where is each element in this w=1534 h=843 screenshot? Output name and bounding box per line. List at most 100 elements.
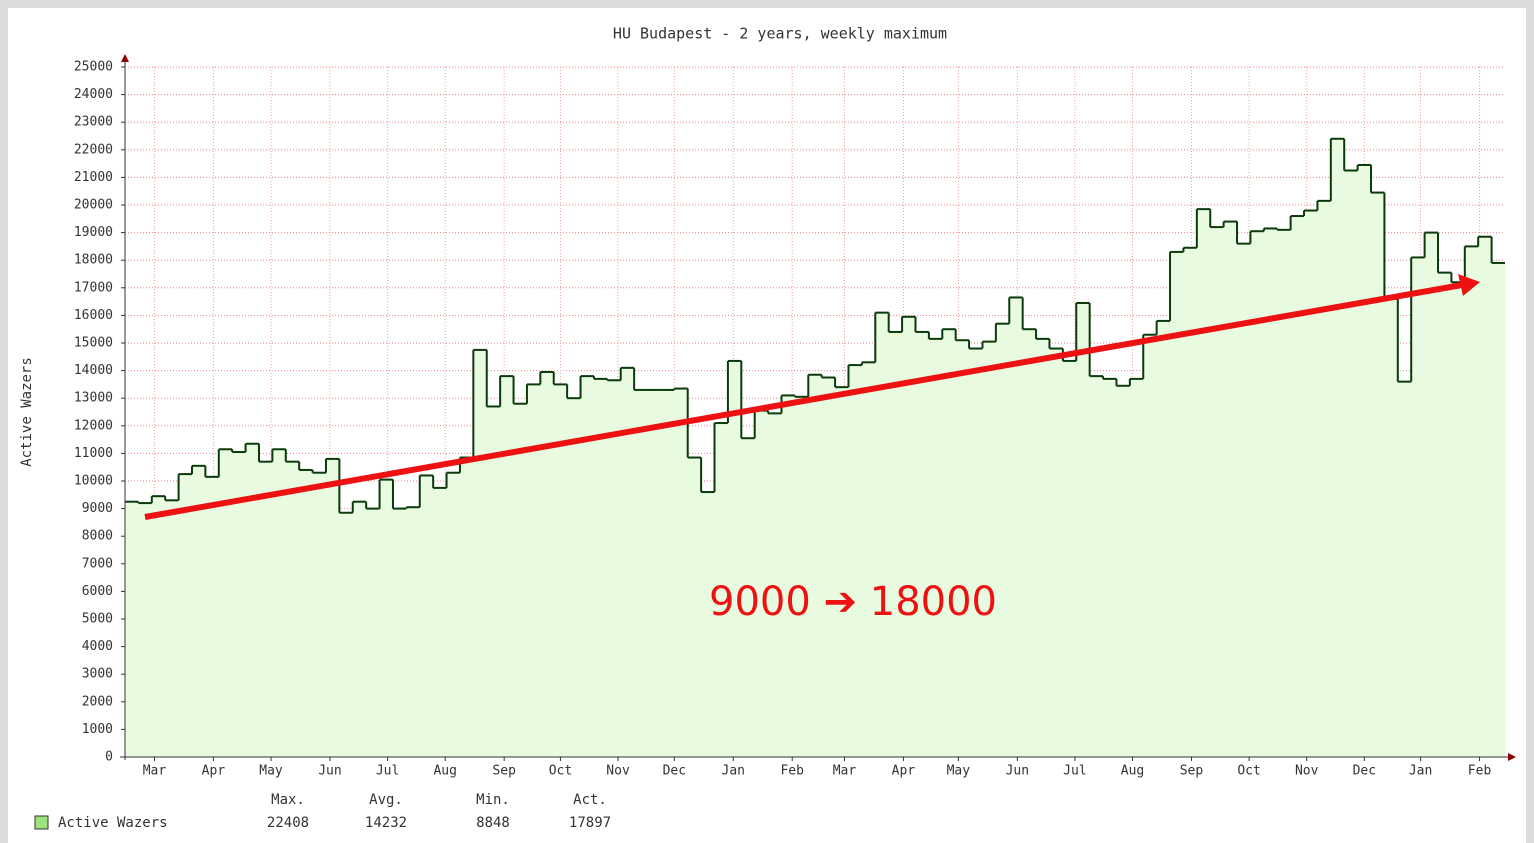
- area-step: [178, 474, 193, 757]
- area-step: [835, 387, 849, 757]
- y-tick-label: 7000: [82, 556, 113, 571]
- area-step: [1397, 381, 1412, 757]
- area-step: [701, 492, 716, 757]
- y-tick-label: 22000: [74, 142, 113, 157]
- area-step: [768, 413, 783, 757]
- y-tick-label: 6000: [82, 584, 113, 599]
- area-step: [433, 487, 448, 757]
- area-step: [205, 476, 220, 757]
- area-step: [1384, 298, 1399, 757]
- area-step: [272, 449, 287, 757]
- stat-value: 8848: [476, 815, 510, 831]
- x-tick-label: Nov: [1295, 764, 1319, 779]
- area-step: [674, 388, 689, 757]
- area-step: [1009, 297, 1024, 757]
- area-step: [191, 465, 206, 757]
- area-step: [1076, 302, 1091, 757]
- area-step: [218, 449, 233, 757]
- y-tick-label: 21000: [74, 170, 113, 185]
- area-step: [848, 365, 863, 757]
- y-tick-label: 9000: [82, 501, 113, 516]
- area-step: [647, 389, 662, 757]
- y-tick-label: 16000: [74, 308, 113, 323]
- x-tick-label: May: [259, 764, 283, 779]
- area-step: [1183, 247, 1198, 757]
- area-step: [339, 512, 354, 757]
- y-tick-label: 12000: [74, 418, 113, 433]
- y-tick-label: 24000: [74, 87, 113, 102]
- y-axis-label: Active Wazers: [19, 357, 35, 467]
- area-step: [1062, 360, 1077, 757]
- area-step: [1317, 200, 1332, 758]
- x-tick-label: Mar: [833, 764, 857, 779]
- y-tick-label: 13000: [74, 391, 113, 406]
- area-step: [902, 316, 916, 757]
- y-tick-label: 11000: [74, 446, 113, 461]
- area-step: [928, 338, 943, 757]
- area-step: [138, 503, 153, 757]
- area-step: [1196, 209, 1211, 757]
- area-step: [1330, 138, 1345, 757]
- area-step: [1371, 192, 1385, 757]
- area-step: [553, 384, 568, 757]
- x-tick-label: Jan: [1409, 764, 1432, 779]
- x-tick-label: Aug: [433, 764, 456, 779]
- area-step: [781, 395, 796, 757]
- area-step: [1143, 334, 1158, 757]
- area-step: [540, 371, 555, 757]
- area-step: [125, 501, 139, 757]
- area-step: [754, 410, 769, 757]
- area-step: [379, 479, 394, 757]
- area-step: [459, 457, 474, 757]
- area-step: [660, 389, 675, 757]
- area-step: [727, 360, 742, 757]
- trend-arrow-head: [1458, 274, 1480, 296]
- area-step: [1464, 246, 1479, 757]
- stat-value: 17897: [569, 815, 611, 831]
- x-tick-label: Feb: [1468, 764, 1492, 779]
- area-step: [1223, 221, 1238, 757]
- area-step: [1250, 231, 1265, 758]
- area-step: [1263, 228, 1278, 757]
- y-tick-label: 15000: [74, 336, 113, 351]
- area-step: [969, 348, 983, 757]
- area-step: [232, 452, 247, 757]
- y-tick-label: 8000: [82, 529, 113, 544]
- area-step: [473, 349, 488, 757]
- area-step: [245, 443, 260, 757]
- area-step: [1411, 257, 1426, 757]
- y-tick-label: 14000: [74, 363, 113, 378]
- x-tick-label: May: [947, 764, 971, 779]
- x-tick-label: Dec: [1353, 764, 1376, 779]
- y-tick-label: 23000: [74, 115, 113, 130]
- area-step: [1103, 378, 1117, 757]
- x-tick-label: Nov: [606, 764, 630, 779]
- y-tick-label: 19000: [74, 225, 113, 240]
- x-tick-label: Apr: [202, 764, 226, 779]
- area-step: [299, 469, 314, 757]
- area-step: [352, 501, 367, 757]
- legend-label: Active Wazers: [58, 815, 168, 831]
- area-step: [1156, 320, 1171, 757]
- labels: 0 1000 2000 3000 4000 5000 6000 7000 8000 9000 100…: [74, 60, 1492, 779]
- stat-header: Act.: [573, 792, 607, 808]
- area-step: [446, 472, 461, 757]
- area-step: [1022, 329, 1037, 757]
- area-step: [285, 461, 300, 757]
- area-step: [1357, 164, 1372, 758]
- area-step: [1277, 229, 1292, 758]
- area-step: [567, 398, 582, 757]
- area-step: [808, 374, 823, 757]
- y-tick-label: 18000: [74, 253, 113, 268]
- area-step: [1089, 376, 1104, 757]
- area-step: [151, 496, 166, 757]
- y-tick-label: 25000: [74, 60, 113, 75]
- area-step: [888, 331, 903, 757]
- annotation: 9000 ➔ 18000: [709, 579, 997, 625]
- y-tick-label: 3000: [82, 667, 113, 682]
- y-axis-arrow: [121, 54, 129, 62]
- area-step: [1290, 216, 1305, 758]
- area-step: [1116, 385, 1131, 757]
